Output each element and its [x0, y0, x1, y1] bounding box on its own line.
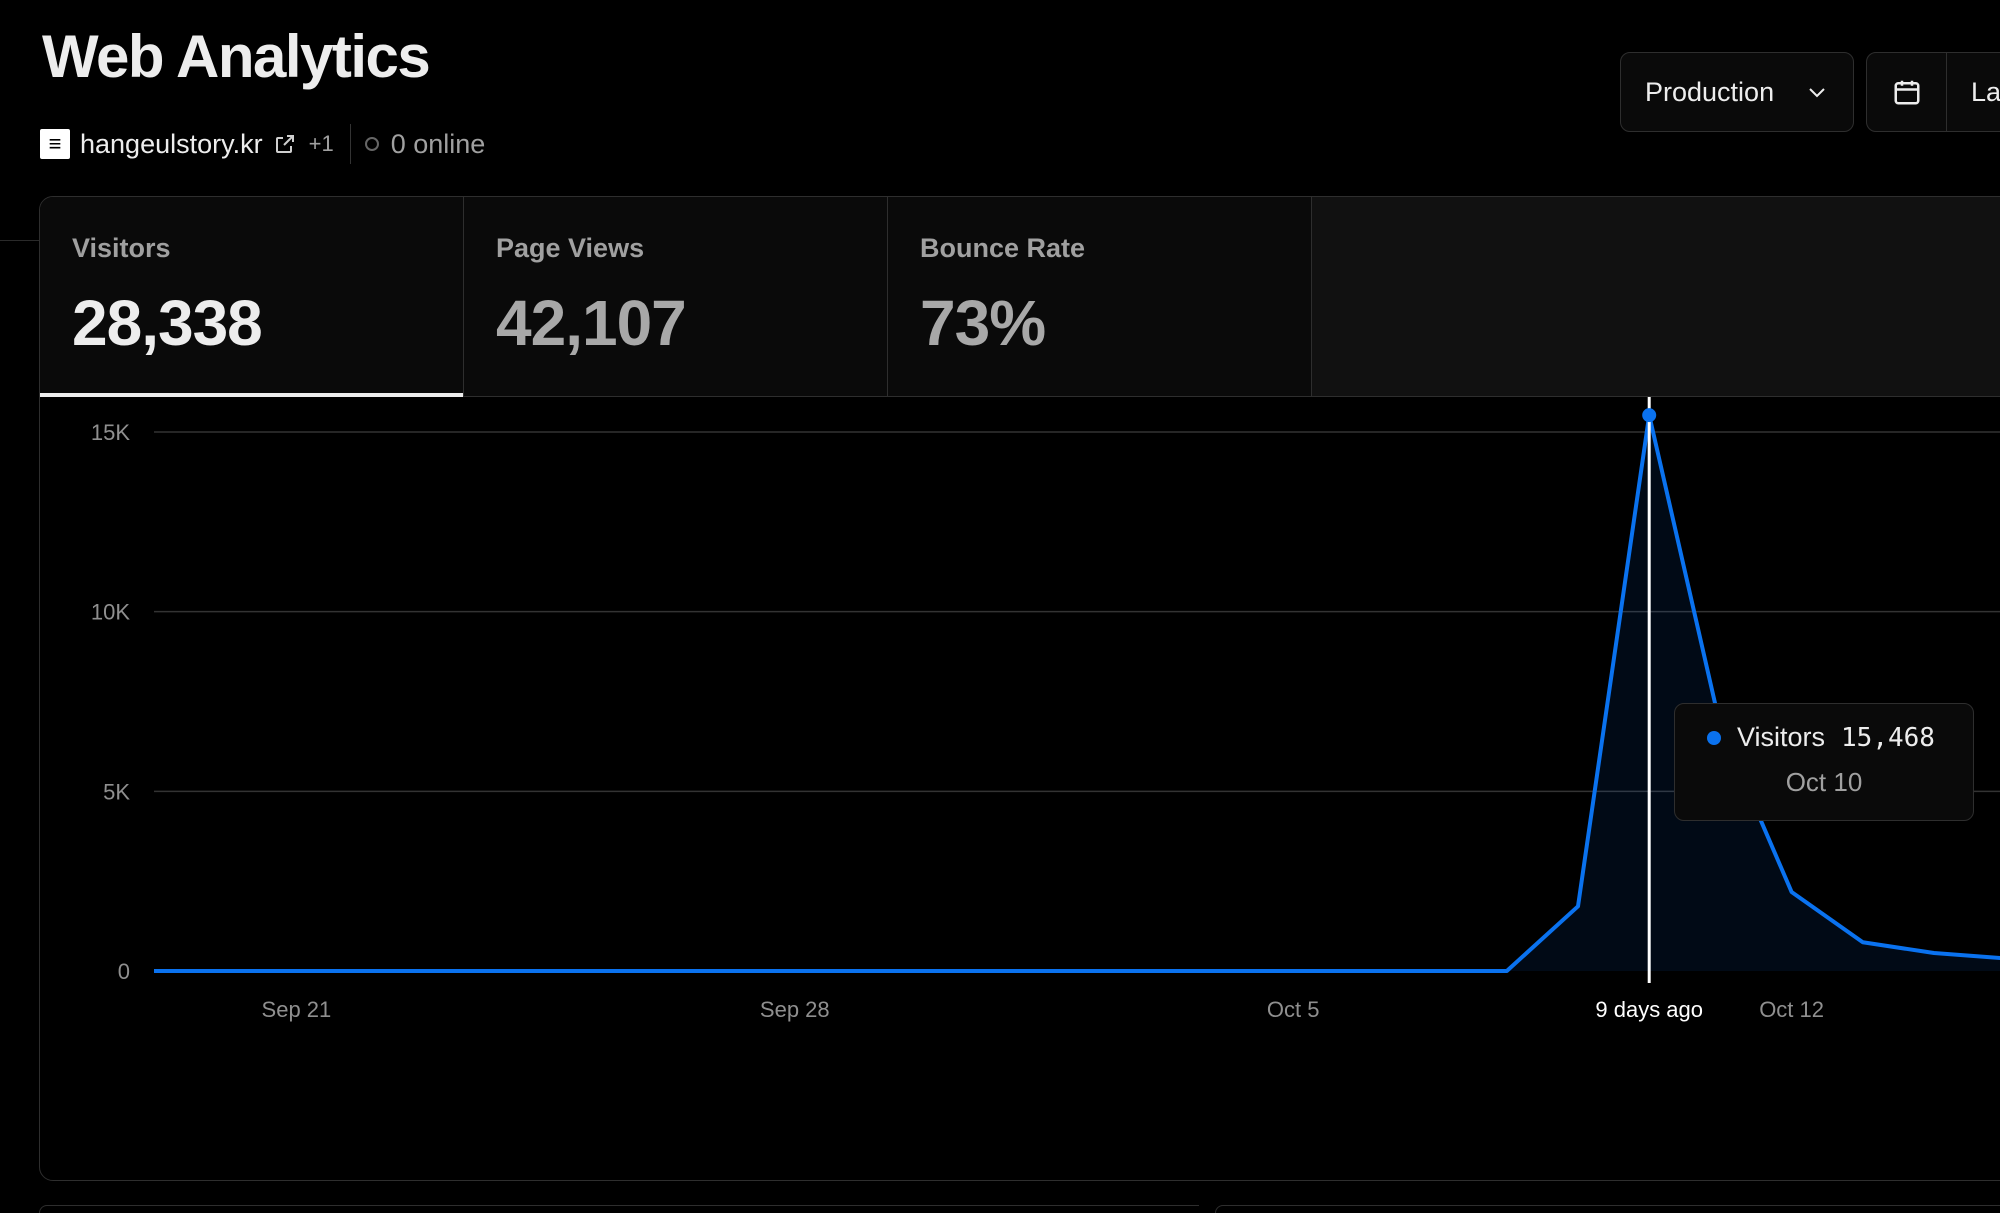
tab-bounce-rate[interactable]: Bounce Rate 73%: [888, 197, 1312, 396]
next-panel-edge: [1215, 1205, 2000, 1213]
metric-label: Bounce Rate: [920, 233, 1086, 263]
divider: [0, 240, 40, 241]
site-info-row: ≡ hangeulstory.kr +1 0 online: [40, 124, 485, 164]
online-count: 0 online: [390, 128, 486, 159]
tooltip-value: 15,468: [1841, 722, 1935, 753]
online-status-icon: [364, 137, 379, 151]
chevron-down-icon: [1809, 88, 1825, 98]
site-favicon: ≡: [40, 129, 70, 159]
metric-value: 42,107: [496, 287, 687, 359]
site-name-link[interactable]: hangeulstory.kr: [80, 128, 263, 159]
metric-label: Page Views: [496, 233, 645, 263]
metric-value: 73%: [920, 287, 1046, 359]
y-tick-label: 10K: [91, 600, 130, 625]
extra-domains-count[interactable]: +1: [308, 131, 334, 156]
y-tick-label: 5K: [103, 779, 130, 804]
tooltip-series-name: Visitors: [1737, 722, 1826, 752]
visitors-chart[interactable]: 0 5K 10K 15K Sep 21 Sep 28 Oct 5 9 days ago Oct …: [40, 397, 2000, 1180]
x-tick-label: Sep 28: [760, 997, 830, 1022]
series-area: [154, 415, 2000, 971]
date-range-picker[interactable]: La: [1866, 52, 2000, 132]
metric-label: Visitors: [72, 233, 171, 263]
tooltip-date: Oct 10: [1785, 767, 1863, 797]
metric-value: 28,338: [72, 287, 263, 359]
date-range-label: La: [1971, 76, 2000, 107]
series-color-dot: [1707, 730, 1721, 745]
x-tick-label: Oct 12: [1759, 997, 1824, 1022]
tab-visitors[interactable]: Visitors 28,338: [40, 197, 464, 397]
environment-value: Production: [1645, 76, 1775, 107]
series-line-visitors: [154, 413, 2000, 973]
calendar-button[interactable]: [1867, 53, 1947, 131]
chart-canvas: 0 5K 10K 15K Sep 21 Sep 28 Oct 5 9 days ago Oct …: [91, 397, 2000, 1022]
environment-select[interactable]: Production: [1620, 52, 1854, 132]
metrics-empty-area: [1312, 197, 2000, 396]
external-link-icon[interactable]: [273, 132, 297, 156]
divider: [349, 124, 351, 164]
page-title: Web Analytics: [42, 23, 431, 90]
hover-point: [1642, 408, 1657, 423]
analytics-panel: Visitors 28,338 Page Views 42,107 Bounce…: [39, 196, 2000, 1181]
tab-page-views[interactable]: Page Views 42,107: [464, 197, 888, 396]
x-tick-label: Oct 5: [1267, 997, 1320, 1022]
chart-tooltip: Visitors 15,468 Oct 10: [1674, 703, 1974, 821]
next-panel-edge: [39, 1205, 1199, 1213]
calendar-icon: [1894, 80, 1919, 105]
y-tick-label: 15K: [91, 420, 130, 445]
x-tick-label: 9 days ago: [1595, 997, 1703, 1022]
x-tick-label: Sep 21: [262, 997, 332, 1022]
metrics-tabs: Visitors 28,338 Page Views 42,107 Bounce…: [40, 197, 2000, 397]
y-tick-label: 0: [118, 959, 130, 984]
